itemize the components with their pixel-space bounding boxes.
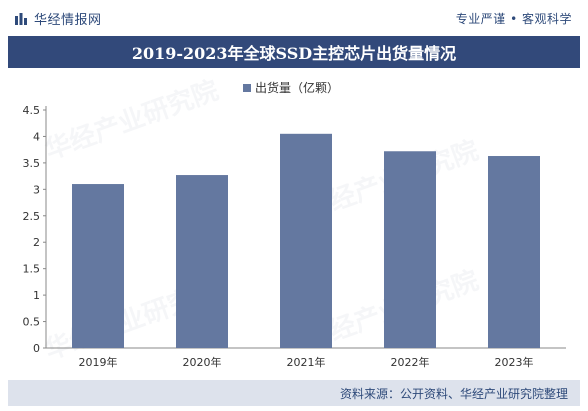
chart-title: 2019-2023年全球SSD主控芯片出货量情况 <box>131 44 457 63</box>
x-tick-label: 2020年 <box>183 355 222 369</box>
chart-title-bar: 2019-2023年全球SSD主控芯片出货量情况 <box>8 36 580 68</box>
y-tick-label: 3.5 <box>23 157 41 170</box>
y-tick-label: 4 <box>33 130 40 143</box>
bar <box>280 133 332 348</box>
y-tick-label: 2 <box>33 236 40 249</box>
tagline: 专业严谨 • 客观科学 <box>455 12 572 26</box>
x-tick-label: 2022年 <box>391 355 430 369</box>
bar <box>384 151 436 348</box>
x-tick-label: 2023年 <box>495 355 534 369</box>
bar <box>72 184 124 348</box>
top-header: 华经情报网 专业严谨 • 客观科学 <box>0 0 588 36</box>
y-tick-label: 1.5 <box>23 263 41 276</box>
legend-label: 出货量（亿颗） <box>255 80 339 95</box>
y-tick-label: 0.5 <box>23 316 41 329</box>
y-tick-label: 1 <box>33 289 40 302</box>
source-text: 资料来源：公开资料、华经产业研究院整理 <box>339 386 568 401</box>
legend-swatch <box>243 84 251 92</box>
x-tick-label: 2019年 <box>79 355 118 369</box>
brand-logo-icon <box>15 12 27 25</box>
source-footer: 资料来源：公开资料、华经产业研究院整理 <box>8 380 580 406</box>
y-tick-label: 2.5 <box>23 210 41 223</box>
y-tick-label: 3 <box>33 183 40 196</box>
brand[interactable]: 华经情报网 <box>14 9 102 28</box>
bar <box>488 156 540 348</box>
brand-name: 华经情报网 <box>34 13 102 28</box>
y-tick-label: 4.5 <box>23 104 41 117</box>
y-tick-label: 0 <box>33 342 40 355</box>
bar <box>176 175 228 348</box>
x-tick-label: 2021年 <box>287 355 326 369</box>
